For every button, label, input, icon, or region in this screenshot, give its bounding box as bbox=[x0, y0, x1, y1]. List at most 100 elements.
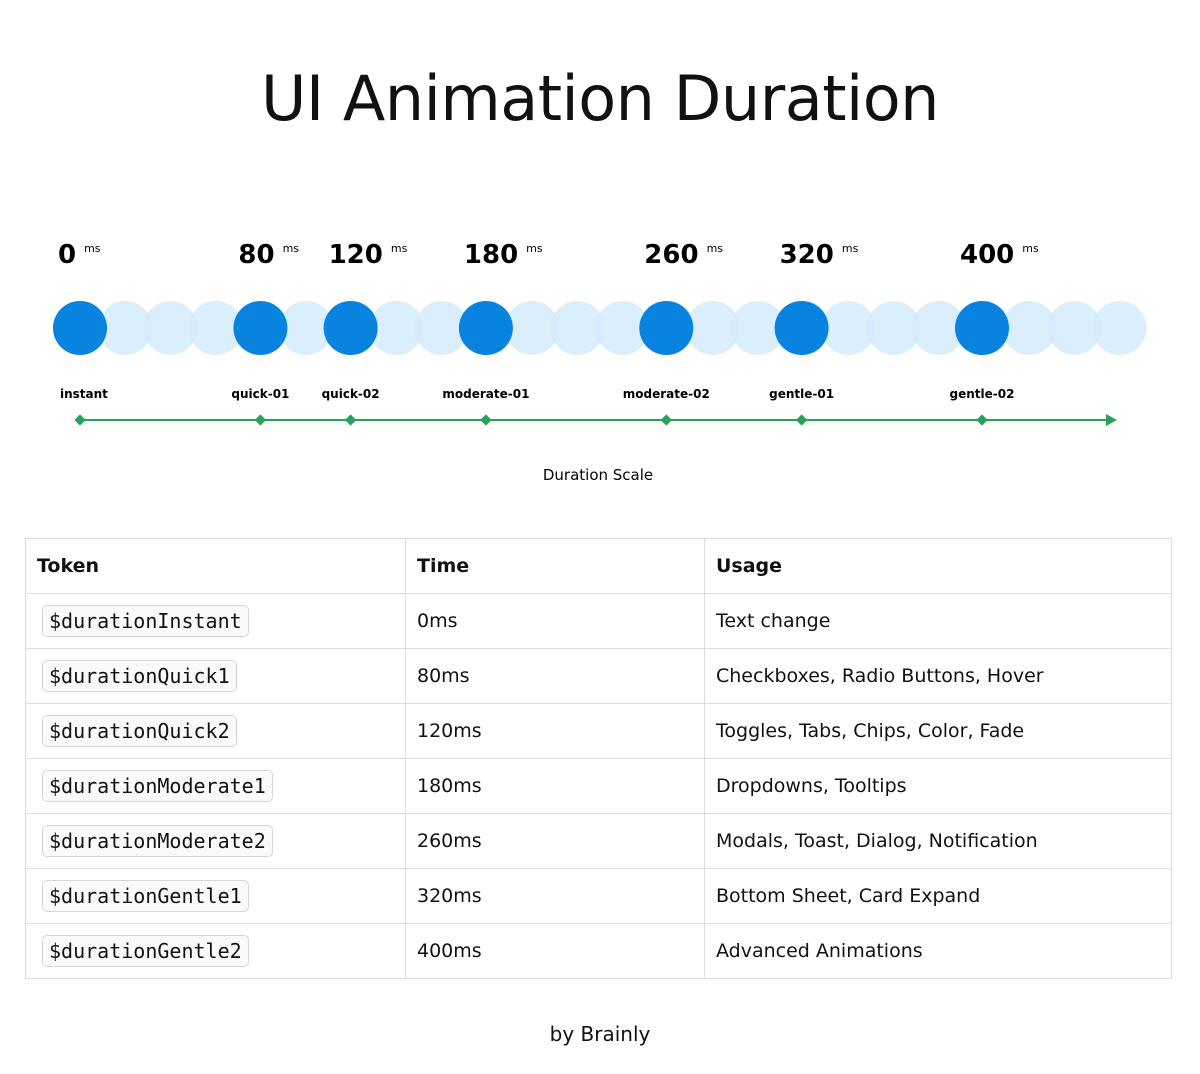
scale-tick bbox=[795, 414, 808, 426]
duration-value: 180 ms bbox=[464, 240, 543, 270]
duration-label: instant bbox=[60, 387, 108, 401]
duration-table: Token Time Usage $durationInstant 0ms Text c… bbox=[25, 538, 1172, 979]
token-pill: $durationGentle2 bbox=[42, 935, 249, 967]
time-cell: 120ms bbox=[405, 703, 705, 759]
table-row: $durationModerate1 180ms Dropdowns, Toolti… bbox=[25, 758, 1172, 814]
duration-value: 80 ms bbox=[238, 240, 299, 270]
duration-number: 0 bbox=[58, 240, 76, 270]
duration-unit: ms bbox=[842, 242, 859, 255]
track-circle bbox=[143, 301, 198, 355]
duration-value: 120 ms bbox=[329, 240, 408, 270]
duration-number: 320 bbox=[780, 240, 834, 270]
column-header: Token bbox=[25, 538, 406, 594]
track-circle bbox=[911, 301, 966, 355]
duration-number: 260 bbox=[644, 240, 698, 270]
scale-tick bbox=[660, 414, 672, 426]
track-circle bbox=[1047, 301, 1102, 355]
usage-cell: Text change bbox=[704, 593, 1172, 649]
track-circle bbox=[550, 301, 605, 355]
token-cell: $durationGentle1 bbox=[25, 868, 406, 924]
track-circle bbox=[505, 301, 559, 355]
scale-tick bbox=[976, 414, 988, 426]
duration-label: moderate-01 bbox=[442, 387, 529, 401]
token-cell: $durationGentle2 bbox=[25, 923, 406, 979]
duration-unit: ms bbox=[84, 242, 101, 255]
table-row: $durationGentle1 320ms Bottom Sheet, Card … bbox=[25, 868, 1172, 924]
table-row: $durationModerate2 260ms Modals, Toast, Di… bbox=[25, 813, 1172, 869]
duration-number: 180 bbox=[464, 240, 518, 270]
track-circle bbox=[1002, 301, 1057, 355]
duration-label: quick-02 bbox=[322, 387, 380, 401]
time-cell: 320ms bbox=[405, 868, 705, 924]
duration-number: 400 bbox=[960, 240, 1014, 270]
duration-number: 120 bbox=[329, 240, 383, 270]
token-cell: $durationInstant bbox=[25, 593, 406, 649]
duration-value: 260 ms bbox=[644, 240, 723, 270]
duration-value: 400 ms bbox=[960, 240, 1039, 270]
duration-circle bbox=[774, 301, 829, 355]
track-circle bbox=[279, 301, 333, 355]
token-pill: $durationInstant bbox=[42, 605, 249, 637]
time-cell: 80ms bbox=[405, 648, 705, 704]
usage-cell: Bottom Sheet, Card Expand bbox=[704, 868, 1172, 924]
duration-circle bbox=[233, 301, 288, 355]
column-header: Usage bbox=[704, 538, 1172, 594]
table-body: $durationInstant 0ms Text change $durationQ… bbox=[25, 593, 1172, 979]
time-cell: 0ms bbox=[405, 593, 705, 649]
usage-cell: Advanced Animations bbox=[704, 923, 1172, 979]
track-circle bbox=[98, 301, 153, 355]
scale-tick bbox=[344, 414, 357, 426]
scale-caption: Duration Scale bbox=[543, 466, 653, 484]
track-circle bbox=[866, 301, 921, 355]
duration-value: 320 ms bbox=[780, 240, 859, 270]
scale-tick bbox=[74, 414, 86, 426]
duration-scale: Duration Scale 0 ms instant 80 ms quick-01 120… bbox=[53, 240, 1147, 484]
duration-circle bbox=[955, 301, 1009, 355]
scale-arrow bbox=[1106, 414, 1117, 426]
time-cell: 400ms bbox=[405, 923, 705, 979]
duration-label: quick-01 bbox=[231, 387, 289, 401]
duration-label: gentle-01 bbox=[769, 387, 834, 401]
time-cell: 260ms bbox=[405, 813, 705, 869]
table-row: $durationQuick1 80ms Checkboxes, Radio But… bbox=[25, 648, 1172, 704]
duration-label: gentle-02 bbox=[950, 387, 1015, 401]
track-circle bbox=[188, 301, 243, 355]
footer: by Brainly bbox=[549, 1022, 651, 1046]
duration-unit: ms bbox=[283, 242, 300, 255]
track-circle bbox=[731, 301, 785, 355]
duration-circle bbox=[639, 301, 694, 355]
duration-circle bbox=[323, 301, 378, 355]
title: UI Animation Duration bbox=[261, 62, 939, 135]
duration-unit: ms bbox=[1022, 242, 1039, 255]
track-circle bbox=[369, 301, 424, 355]
token-cell: $durationModerate2 bbox=[25, 813, 406, 869]
duration-circle bbox=[53, 301, 107, 355]
duration-value: 0 ms bbox=[58, 240, 101, 270]
usage-cell: Toggles, Tabs, Chips, Color, Fade bbox=[704, 703, 1172, 759]
track-circle bbox=[821, 301, 876, 355]
track-circle bbox=[595, 301, 650, 355]
usage-cell: Checkboxes, Radio Buttons, Hover bbox=[704, 648, 1172, 704]
token-pill: $durationModerate1 bbox=[42, 770, 273, 802]
token-cell: $durationQuick1 bbox=[25, 648, 406, 704]
duration-unit: ms bbox=[391, 242, 408, 255]
scale-tick bbox=[480, 414, 492, 426]
track-circle bbox=[685, 301, 740, 355]
token-pill: $durationGentle1 bbox=[42, 880, 249, 912]
header-row: Token Time Usage bbox=[25, 538, 1172, 594]
table-row: $durationQuick2 120ms Toggles, Tabs, Chips… bbox=[25, 703, 1172, 759]
token-cell: $durationQuick2 bbox=[25, 703, 406, 759]
table-row: $durationInstant 0ms Text change bbox=[25, 593, 1172, 649]
scale-tick bbox=[254, 414, 267, 426]
token-pill: $durationQuick2 bbox=[42, 715, 237, 747]
usage-cell: Dropdowns, Tooltips bbox=[704, 758, 1172, 814]
track-circle bbox=[414, 301, 469, 355]
token-pill: $durationModerate2 bbox=[42, 825, 273, 857]
duration-number: 80 bbox=[238, 240, 274, 270]
column-header: Time bbox=[405, 538, 705, 594]
track-circle bbox=[1092, 301, 1147, 355]
duration-unit: ms bbox=[526, 242, 543, 255]
usage-cell: Modals, Toast, Dialog, Notification bbox=[704, 813, 1172, 869]
table-row: $durationGentle2 400ms Advanced Animations bbox=[25, 923, 1172, 979]
